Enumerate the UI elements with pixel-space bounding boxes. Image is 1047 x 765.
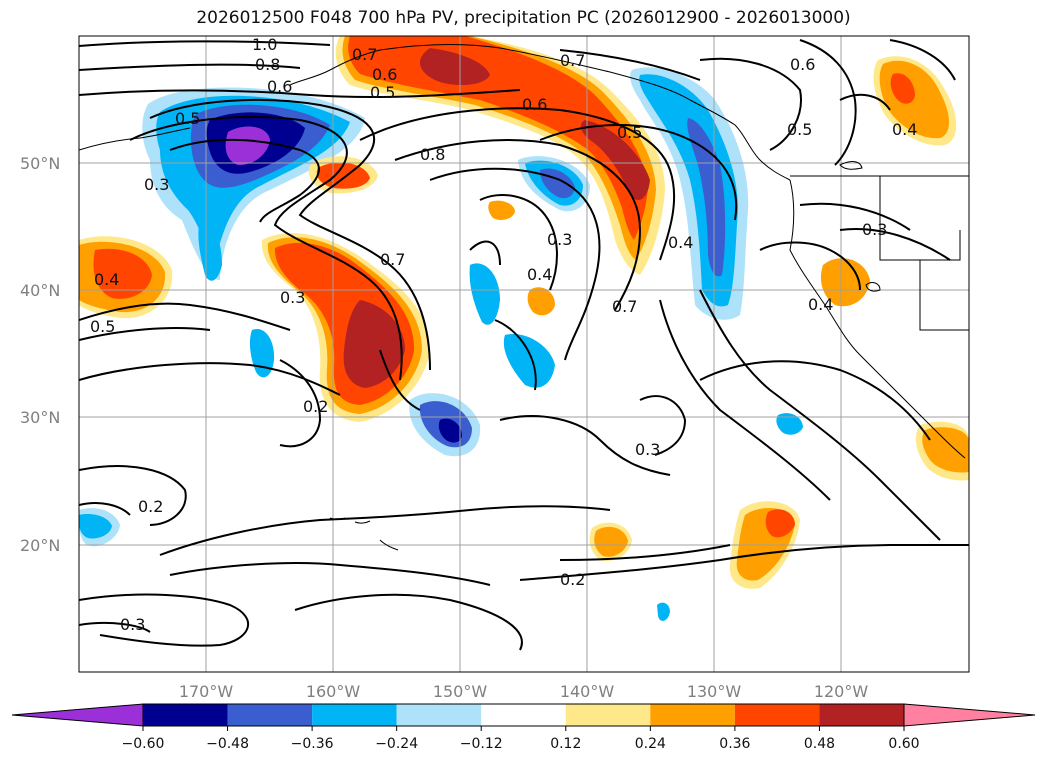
colorbar-tick-label: 0.12 (550, 736, 581, 752)
lon-label: 160°W (306, 682, 361, 701)
colorbar: −0.60 −0.48 −0.36 −0.24 −0.12 0.12 0.24 0.36 0.4… (11, 703, 1036, 752)
negative-anomaly-hawaii-north-3 (438, 418, 462, 443)
colorbar-tick-label: −0.60 (122, 736, 165, 752)
contour-label: 0.3 (120, 615, 145, 634)
contour-label: 0.8 (420, 145, 445, 164)
colorbar-segment (819, 704, 904, 726)
contour-label: 0.4 (892, 120, 917, 139)
map-title: 2026012500 F048 700 hPa PV, precipitatio… (196, 8, 851, 28)
colorbar-extend-high (903, 703, 1036, 727)
positive-anomaly-south-3 (765, 509, 795, 538)
positive-anomaly-mexico-2 (922, 427, 969, 473)
contour-labels: 1.0 0.8 0.6 0.5 0.7 0.6 0.5 0.6 0.5 0.5 … (90, 35, 917, 634)
contour-label: 0.5 (370, 83, 395, 102)
colorbar-tick-label: 0.24 (635, 736, 666, 752)
coastlines (79, 43, 969, 551)
colorbar-tick-label: 0.60 (888, 736, 919, 752)
contour-label: 0.2 (303, 397, 328, 416)
colorbar-segment (565, 704, 651, 726)
negative-anomaly-small-2 (657, 602, 670, 621)
contour-label: 0.3 (862, 220, 887, 239)
colorbar-segment (312, 704, 397, 726)
contour-label: 0.8 (255, 55, 280, 74)
contour-label: 0.5 (617, 123, 642, 142)
colorbar-tick-label: −0.24 (375, 736, 418, 752)
contour-label: 0.7 (380, 250, 405, 269)
lat-label: 30°N (20, 408, 60, 427)
colorbar-segment (481, 704, 566, 726)
negative-anomaly-sw-2 (79, 514, 112, 539)
contour-label: 0.5 (175, 109, 200, 128)
contour-label: 0.7 (560, 51, 585, 70)
contour-label: 0.4 (808, 295, 833, 314)
lon-label: 120°W (814, 682, 869, 701)
map-area: 1.0 0.8 0.6 0.5 0.7 0.6 0.5 0.6 0.5 0.5 … (79, 35, 969, 672)
contour-label: 0.4 (668, 233, 693, 252)
lat-label: 50°N (20, 154, 60, 173)
colorbar-segment (227, 704, 313, 726)
colorbar-frame (142, 703, 905, 727)
positive-anomaly-hawaii-east-2 (594, 526, 628, 557)
contour-label: 0.2 (560, 570, 585, 589)
colorbar-segment (734, 704, 820, 726)
contour-label: 0.6 (522, 95, 547, 114)
contour-label: 0.4 (94, 270, 119, 289)
contour-label: 0.6 (267, 77, 292, 96)
negative-anomaly-west-col (198, 219, 222, 281)
contour-label: 0.5 (787, 120, 812, 139)
lon-label: 150°W (433, 682, 488, 701)
colorbar-tick-label: 0.48 (804, 736, 835, 752)
positive-anomaly-gulf-5 (580, 120, 650, 200)
lat-label: 20°N (20, 536, 60, 555)
contour-label: 0.6 (790, 55, 815, 74)
colorbar-tick-label: −0.12 (460, 736, 503, 752)
colorbar-segment (143, 704, 228, 726)
contour-label: 0.5 (90, 317, 115, 336)
lat-label: 40°N (20, 281, 60, 300)
contour-label: 0.7 (612, 297, 637, 316)
graticule (79, 36, 969, 672)
negative-anomaly-aleutian-5 (225, 126, 270, 166)
longitude-labels: 170°W 160°W 150°W 140°W 130°W 120°W (179, 682, 869, 701)
negative-anomaly-small (776, 413, 803, 435)
colorbar-tick-label: −0.36 (291, 736, 334, 752)
positive-anomaly-band-4 (343, 300, 405, 388)
negative-anomaly-mid (469, 263, 500, 325)
contour-label: 0.2 (138, 497, 163, 516)
positive-anomaly-small (527, 287, 555, 316)
contour-label: 0.6 (372, 65, 397, 84)
contour-label: 0.3 (547, 230, 572, 249)
contour-label: 0.4 (527, 265, 552, 284)
positive-anomaly-west-3 (93, 248, 152, 299)
lon-label: 130°W (687, 682, 742, 701)
colorbar-extend-low (11, 703, 144, 727)
positive-anomaly-ne-3 (890, 73, 915, 104)
positive-anomaly-small-2 (488, 200, 515, 220)
colorbar-tick-label: 0.36 (719, 736, 750, 752)
contour-label: 0.3 (280, 288, 305, 307)
positive-anomaly-gulf-3 (348, 36, 648, 240)
latitude-labels: 50°N 40°N 30°N 20°N (20, 154, 60, 555)
contour-label: 1.0 (252, 35, 277, 54)
positive-anomaly-ca (820, 258, 870, 307)
positive-anomaly-gulf-4 (419, 48, 490, 86)
contour-label: 0.7 (352, 45, 377, 64)
pv-contours (79, 39, 969, 651)
positive-anomaly-blob-2 (316, 162, 370, 189)
contour-label: 0.3 (635, 440, 660, 459)
colorbar-segment (650, 704, 735, 726)
contour-label: 0.3 (144, 175, 169, 194)
lon-label: 140°W (560, 682, 615, 701)
colorbar-tick-label: −0.48 (206, 736, 249, 752)
colorbar-segment (396, 704, 482, 726)
map-frame (78, 35, 970, 673)
lon-label: 170°W (179, 682, 234, 701)
negative-anomaly-mid-2 (503, 334, 555, 388)
